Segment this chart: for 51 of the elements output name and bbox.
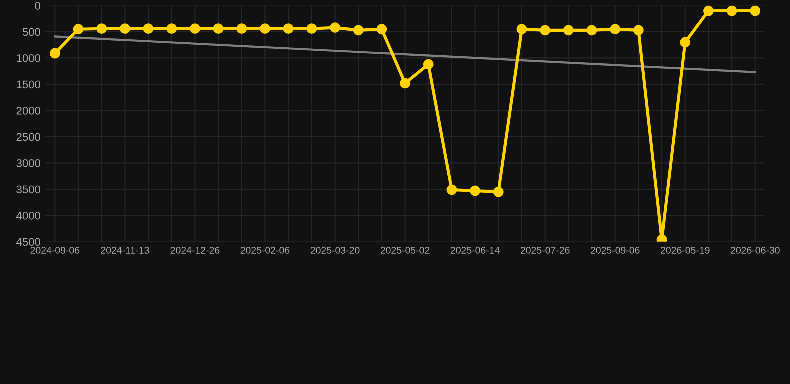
point bbox=[236, 24, 248, 34]
y-tick-label: 1000 bbox=[17, 54, 41, 62]
point bbox=[423, 59, 434, 70]
point bbox=[260, 24, 270, 34]
point bbox=[400, 78, 410, 89]
point bbox=[166, 24, 178, 34]
point bbox=[376, 24, 388, 35]
point bbox=[283, 24, 294, 34]
y-tick-label: 2500 bbox=[16, 133, 41, 142]
point bbox=[306, 24, 318, 34]
point bbox=[470, 186, 480, 196]
x-tick-label: 2024-11-13 bbox=[101, 247, 150, 254]
y-tick-label: 4000 bbox=[16, 212, 41, 220]
x-tick-label: 2025-06-14 bbox=[450, 247, 500, 254]
y-tick-label: 3000 bbox=[16, 159, 41, 168]
point bbox=[586, 25, 598, 36]
x-tick-label: 2025-02-06 bbox=[240, 247, 290, 254]
y-tick-label: 1500 bbox=[17, 80, 41, 89]
point bbox=[50, 48, 60, 59]
point bbox=[563, 25, 574, 36]
point bbox=[120, 24, 130, 34]
point bbox=[446, 184, 458, 196]
point bbox=[726, 6, 738, 16]
x-tick-label: 2024-09-06 bbox=[30, 247, 80, 254]
y-tick-label: 3500 bbox=[16, 186, 41, 194]
x-tick-label: 2026-05-19 bbox=[660, 247, 710, 254]
point bbox=[330, 22, 340, 34]
y-tick-label: 500 bbox=[22, 28, 41, 36]
point bbox=[143, 24, 154, 34]
x-tick-label: 2025-09-06 bbox=[590, 247, 640, 254]
point bbox=[190, 24, 200, 34]
point bbox=[213, 24, 224, 34]
point bbox=[750, 6, 761, 16]
point bbox=[353, 25, 364, 36]
point bbox=[73, 24, 84, 35]
point bbox=[516, 24, 528, 35]
point bbox=[680, 37, 691, 48]
point bbox=[633, 25, 644, 36]
x-tick-label: 2025-03-20 bbox=[310, 247, 360, 254]
x-tick-label: 2024-12-26 bbox=[170, 247, 220, 254]
x-tick-label: 2026-06-30 bbox=[731, 247, 780, 254]
x-tick-label: 2025-05-02 bbox=[380, 247, 430, 254]
point bbox=[540, 25, 551, 36]
point bbox=[703, 6, 714, 16]
y-tick-label: 0 bbox=[35, 2, 41, 10]
y-tick-label: 4500 bbox=[16, 238, 41, 246]
x-tick-label: 2025-07-26 bbox=[520, 247, 570, 254]
point bbox=[96, 24, 108, 34]
point bbox=[493, 186, 504, 198]
y-tick-label: 2000 bbox=[16, 106, 41, 115]
point bbox=[610, 24, 621, 35]
